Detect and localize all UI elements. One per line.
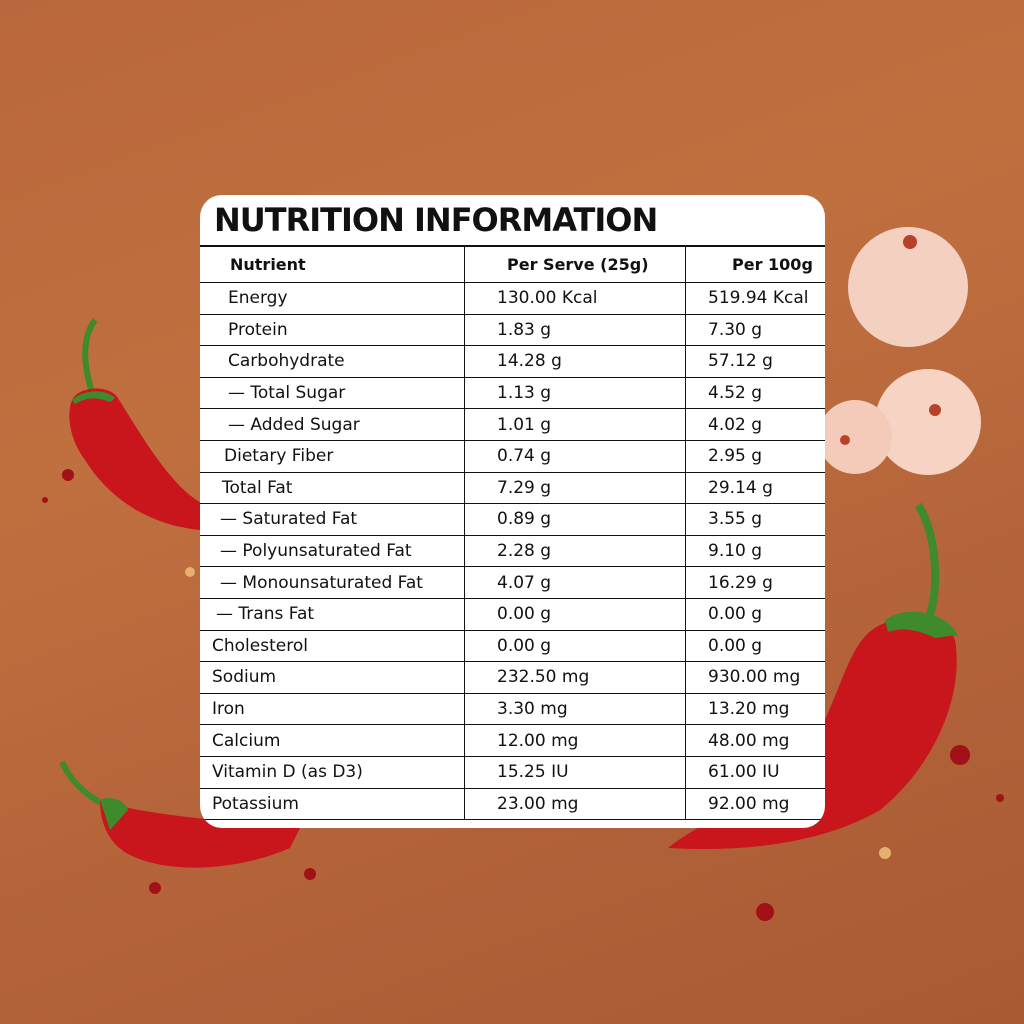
value-cell: 12.00 mg (465, 725, 686, 756)
value-cell: 519.94 Kcal (708, 288, 809, 309)
value-cell: 29.14 g (708, 477, 773, 498)
table-row: — Trans Fat 0.00 g 0.00 g (200, 598, 825, 631)
value-cell: 15.25 IU (465, 756, 686, 788)
value-cell: Per Serve (25g) (465, 247, 686, 282)
value-cell: Per 100g (732, 255, 813, 274)
nutrient-cell: Protein (200, 314, 465, 346)
table-row: Protein 1.83 g 7.30 g (200, 314, 825, 347)
nutrient-cell: Dietary Fiber (200, 440, 465, 472)
table-row: Dietary Fiber 0.74 g 2.95 g (200, 440, 825, 473)
nutrient-cell: — Saturated Fat (200, 504, 465, 535)
table-row: — Added Sugar 1.01 g 4.02 g (200, 409, 825, 441)
value-cell: 57.12 g (708, 351, 773, 372)
nutrient-cell: Energy (200, 283, 465, 314)
value-cell: 0.00 g (708, 635, 763, 656)
value-cell: 23.00 mg (465, 788, 686, 820)
nutrient-cell: — Monounsaturated Fat (200, 567, 465, 598)
value-cell: 3.55 g (708, 509, 763, 530)
value-cell: 7.29 g (465, 472, 686, 504)
table-row: — Saturated Fat 0.89 g 3.55 g (200, 504, 825, 536)
value-cell: 1.13 g (465, 377, 686, 409)
nutrient-cell: Potassium (200, 788, 465, 820)
value-cell: 930.00 mg (708, 667, 801, 688)
nutrient-cell: Nutrient (200, 247, 465, 282)
table-row: Carbohydrate 14.28 g 57.12 g (200, 346, 825, 378)
table-row: Iron 3.30 mg 13.20 mg (200, 693, 825, 726)
table-row: Vitamin D (as D3) 15.25 IU 61.00 IU (200, 756, 825, 789)
nutrient-cell: — Trans Fat (200, 598, 465, 630)
nutrient-cell: Iron (200, 693, 465, 725)
nutrition-table: Nutrient Per Serve (25g) Per 100g Energy 130… (200, 245, 825, 821)
value-cell: 2.95 g (708, 446, 763, 467)
title: NUTRITION INFORMATION (214, 201, 658, 239)
header-row: Nutrient Per Serve (25g) Per 100g (200, 247, 825, 283)
nutrient-cell: Calcium (200, 725, 465, 756)
table-row: — Polyunsaturated Fat 2.28 g 9.10 g (200, 535, 825, 568)
table-row: — Total Sugar 1.13 g 4.52 g (200, 377, 825, 410)
value-cell: 48.00 mg (708, 730, 790, 751)
table-row: Total Fat 7.29 g 29.14 g (200, 472, 825, 505)
value-cell: 4.07 g (465, 567, 686, 598)
nutrient-cell: — Total Sugar (200, 377, 465, 409)
value-cell: 232.50 mg (465, 662, 686, 693)
value-cell: 0.00 g (465, 598, 686, 630)
value-cell: 2.28 g (465, 535, 686, 567)
value-cell: 4.52 g (708, 383, 763, 404)
nutrient-cell: Carbohydrate (200, 346, 465, 377)
value-cell: 1.83 g (465, 314, 686, 346)
value-cell: 1.01 g (465, 409, 686, 440)
chili-left-top (69, 318, 205, 530)
value-cell: 0.89 g (465, 504, 686, 535)
value-cell: 130.00 Kcal (465, 283, 686, 314)
nutrient-cell: Total Fat (200, 472, 465, 504)
table-row: Potassium 23.00 mg 92.00 mg (200, 788, 825, 821)
makhana (818, 227, 981, 475)
value-cell: 92.00 mg (708, 793, 790, 814)
value-cell: 13.20 mg (708, 699, 790, 720)
value-cell: 61.00 IU (708, 762, 780, 783)
nutrient-cell: — Polyunsaturated Fat (200, 535, 465, 567)
value-cell: 0.00 g (465, 630, 686, 662)
value-cell: 4.02 g (708, 414, 763, 435)
value-cell: 3.30 mg (465, 693, 686, 725)
chili-left-bottom (59, 760, 300, 868)
table-row: — Monounsaturated Fat 4.07 g 16.29 g (200, 567, 825, 599)
value-cell: 0.74 g (465, 440, 686, 472)
table-row: Calcium 12.00 mg 48.00 mg (200, 725, 825, 757)
value-cell: 9.10 g (708, 541, 763, 562)
value-cell: 0.00 g (708, 604, 763, 625)
nutrient-cell: — Added Sugar (200, 409, 465, 440)
value-cell: 16.29 g (708, 572, 773, 593)
table-row: Sodium 232.50 mg 930.00 mg (200, 662, 825, 694)
flakes (42, 469, 1004, 921)
value-cell: 14.28 g (465, 346, 686, 377)
nutrient-cell: Cholesterol (200, 630, 465, 662)
nutrient-cell: Vitamin D (as D3) (200, 756, 465, 788)
table-row: Cholesterol 0.00 g 0.00 g (200, 630, 825, 663)
value-cell: 7.30 g (708, 319, 763, 340)
table-row: Energy 130.00 Kcal 519.94 Kcal (200, 283, 825, 315)
nutrient-cell: Sodium (200, 662, 465, 693)
nutrition-card: NUTRITION INFORMATION Nutrient Per Serve … (200, 195, 825, 828)
chili-right (668, 502, 958, 850)
